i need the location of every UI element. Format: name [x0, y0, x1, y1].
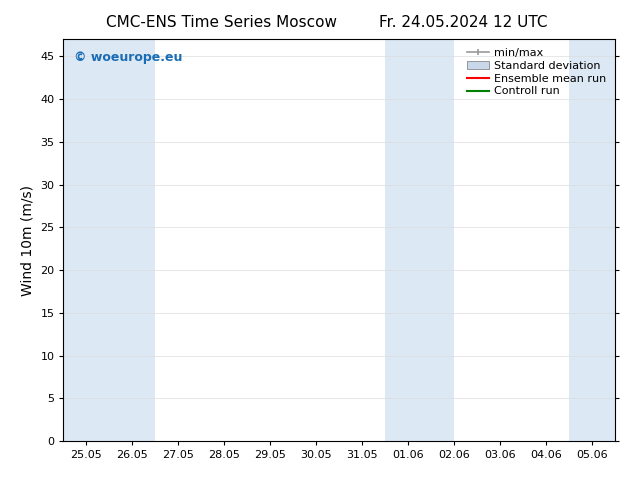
Bar	[385, 39, 454, 441]
Text: Fr. 24.05.2024 12 UTC: Fr. 24.05.2024 12 UTC	[378, 15, 547, 30]
Text: CMC-ENS Time Series Moscow: CMC-ENS Time Series Moscow	[107, 15, 337, 30]
Bar	[569, 39, 615, 441]
Legend: min/max, Standard deviation, Ensemble mean run, Controll run: min/max, Standard deviation, Ensemble me…	[464, 45, 609, 100]
Text: © woeurope.eu: © woeurope.eu	[74, 51, 183, 64]
Bar	[63, 39, 155, 441]
Y-axis label: Wind 10m (m/s): Wind 10m (m/s)	[21, 185, 35, 295]
